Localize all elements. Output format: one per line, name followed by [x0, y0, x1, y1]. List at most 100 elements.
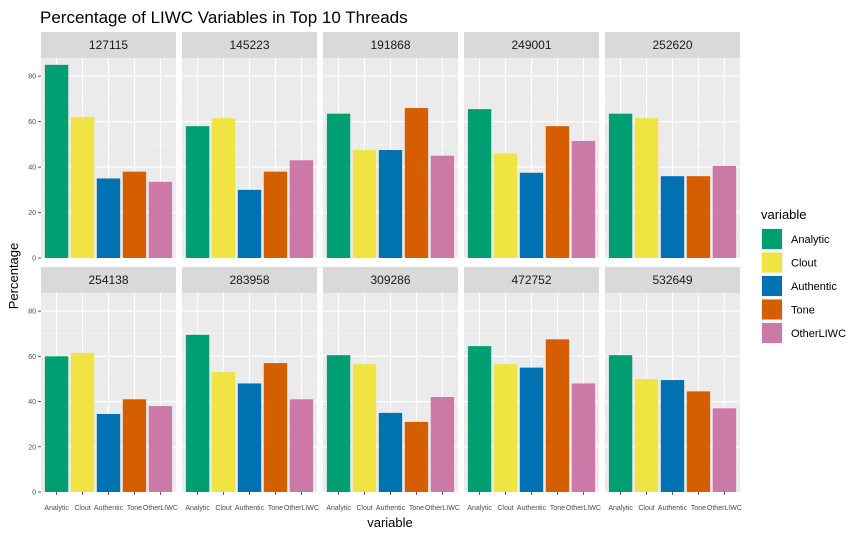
- x-tick-label: OtherLIWC: [284, 505, 319, 512]
- legend-item-tone: Tone: [761, 298, 815, 321]
- bar-283958-clout: [211, 372, 236, 492]
- legend-title: variable: [761, 207, 807, 222]
- legend-item-otherliwc: OtherLIWC: [761, 322, 846, 344]
- x-tick-label: Clout: [497, 505, 513, 512]
- bar-254138-clout: [70, 352, 95, 492]
- facet-strip: [41, 267, 176, 293]
- x-tick-label: Tone: [550, 505, 565, 512]
- x-tick-label: Analytic: [326, 505, 351, 512]
- x-tick-label: Authentic: [94, 505, 124, 512]
- x-tick-label: Tone: [127, 505, 142, 512]
- facet-strip-label: 249001: [511, 38, 551, 52]
- facet-panel-472752: 472752 Analytic Clout Authentic Tone OtherLIW…: [464, 267, 601, 512]
- bar-532649-tone: [686, 391, 711, 492]
- facet-strip-label: 283958: [229, 273, 269, 287]
- y-tick-label: 40: [28, 165, 36, 172]
- facet-panel-191868: 191868: [323, 32, 458, 259]
- bar-249001-clout: [493, 153, 518, 258]
- bar-309286-otherliwc: [430, 397, 455, 492]
- x-tick-label: Analytic: [44, 505, 69, 512]
- facet-panel-252620: 252620: [605, 32, 740, 259]
- bar-532649-clout: [634, 378, 659, 492]
- bar-283958-otherliwc: [289, 399, 314, 492]
- facet-panel-309286: 309286 Analytic Clout Authentic Tone OtherLIW…: [323, 267, 460, 512]
- bar-145223-analytic: [185, 126, 210, 258]
- x-tick-label: Tone: [268, 505, 283, 512]
- bar-532649-analytic: [608, 355, 633, 492]
- bar-283958-tone: [263, 363, 288, 492]
- bar-249001-tone: [545, 126, 570, 258]
- facet-strip: [182, 267, 317, 293]
- x-tick-label: Clout: [356, 505, 372, 512]
- legend-label: OtherLIWC: [791, 328, 846, 340]
- bar-472752-tone: [545, 339, 570, 492]
- bar-254138-tone: [122, 399, 147, 492]
- x-tick-label: Authentic: [235, 505, 265, 512]
- facet-strip-label: 191868: [370, 38, 410, 52]
- facet-panel-127115: 127115 0 20 40 60 80: [28, 32, 176, 263]
- bar-127115-authentic: [96, 178, 121, 258]
- facet-strip: [323, 32, 458, 58]
- bar-309286-analytic: [326, 355, 351, 492]
- legend-item-clout: Clout: [761, 251, 817, 274]
- x-tick-label: OtherLIWC: [707, 505, 742, 512]
- facet-panel-254138: 254138 0 20 40 60 80 Analytic Clout Authentic Ton…: [28, 267, 178, 512]
- facet-strip: [323, 267, 458, 293]
- x-tick-label: Authentic: [517, 505, 547, 512]
- x-tick-label: Tone: [691, 505, 706, 512]
- y-tick-label: 0: [32, 490, 36, 497]
- legend: variable Analytic Clout Authentic Tone Other…: [761, 207, 846, 344]
- facet-panel-145223: 145223: [182, 32, 317, 259]
- x-tick-label: Clout: [638, 505, 654, 512]
- legend-label: Authentic: [791, 281, 837, 293]
- bar-472752-clout: [493, 364, 518, 492]
- bar-252620-clout: [634, 118, 659, 259]
- facet-strip: [605, 32, 740, 58]
- facet-strip-label: 254138: [88, 273, 128, 287]
- legend-item-analytic: Analytic: [761, 228, 830, 250]
- y-tick-label: 20: [28, 444, 36, 451]
- bar-145223-tone: [263, 171, 288, 258]
- facet-strip-label: 532649: [652, 273, 692, 287]
- bar-191868-authentic: [378, 150, 403, 258]
- bar-532649-otherliwc: [712, 408, 737, 492]
- x-tick-label: Analytic: [185, 505, 210, 512]
- bar-283958-authentic: [237, 383, 262, 492]
- bar-472752-otherliwc: [571, 383, 596, 492]
- x-tick-label: Tone: [409, 505, 424, 512]
- facet-panel-283958: 283958 Analytic Clout Authentic Tone OtherLIW…: [182, 267, 319, 512]
- facet-strip: [464, 267, 599, 293]
- bar-252620-tone: [686, 176, 711, 258]
- y-tick-label: 40: [28, 399, 36, 406]
- bar-191868-otherliwc: [430, 155, 455, 258]
- bar-283958-analytic: [185, 334, 210, 492]
- bar-254138-analytic: [44, 356, 69, 492]
- bar-472752-authentic: [519, 367, 544, 492]
- facet-strip: [41, 32, 176, 58]
- x-tick-label: Authentic: [658, 505, 688, 512]
- bar-127115-tone: [122, 171, 147, 258]
- facet-strip: [464, 32, 599, 58]
- y-tick-label: 0: [32, 256, 36, 263]
- facet-strip-label: 252620: [652, 38, 692, 52]
- facet-strip-label: 145223: [229, 38, 269, 52]
- facet-strip-label: 472752: [511, 273, 551, 287]
- y-tick-label: 60: [28, 354, 36, 361]
- bar-145223-clout: [211, 118, 236, 259]
- bar-252620-otherliwc: [712, 165, 737, 258]
- bar-249001-otherliwc: [571, 140, 596, 258]
- x-tick-label: Authentic: [376, 505, 406, 512]
- legend-swatch: [762, 229, 782, 249]
- legend-swatch: [762, 252, 782, 273]
- y-tick-label: 80: [28, 74, 36, 81]
- legend-label: Analytic: [791, 234, 830, 246]
- facet-strip: [182, 32, 317, 58]
- bar-145223-authentic: [237, 189, 262, 258]
- bar-532649-authentic: [660, 380, 685, 492]
- legend-item-authentic: Authentic: [761, 275, 837, 297]
- bar-127115-otherliwc: [148, 181, 173, 258]
- bar-254138-authentic: [96, 413, 121, 492]
- bar-127115-clout: [70, 117, 95, 258]
- bar-127115-analytic: [44, 64, 69, 259]
